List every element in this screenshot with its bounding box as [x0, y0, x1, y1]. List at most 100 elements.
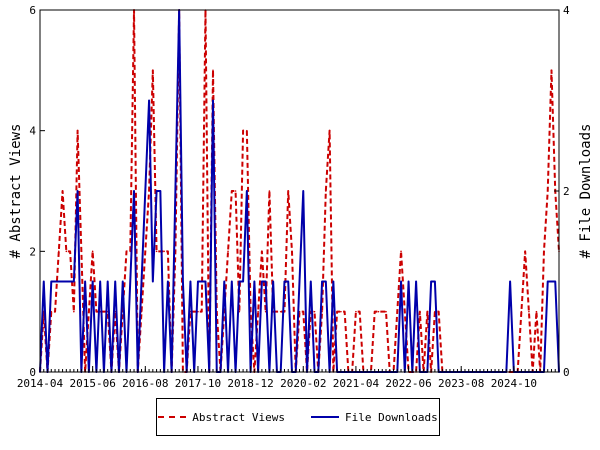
data-point	[133, 190, 135, 192]
y-left-tick-label: 6	[29, 4, 36, 17]
data-point	[61, 190, 64, 192]
data-point	[69, 250, 71, 253]
x-tick-label: 2016-08	[122, 377, 168, 390]
data-point	[419, 310, 421, 313]
data-point	[546, 280, 549, 283]
data-point	[140, 280, 143, 283]
data-point	[129, 280, 132, 283]
data-point	[332, 280, 335, 283]
data-point	[261, 250, 263, 253]
y-left-tick-label: 4	[29, 125, 36, 138]
data-point	[95, 310, 98, 313]
data-point	[88, 310, 90, 313]
data-point	[231, 280, 233, 283]
data-point	[309, 280, 312, 283]
data-point	[434, 280, 436, 283]
data-point	[69, 280, 71, 283]
data-point	[148, 99, 150, 102]
y-left-tick-label: 0	[29, 366, 36, 379]
y-axis-left-title: # Abstract Views	[8, 124, 24, 259]
data-point	[155, 190, 158, 192]
data-point	[144, 190, 147, 192]
plot-area	[40, 10, 559, 372]
data-point	[155, 250, 158, 253]
data-point	[54, 310, 56, 313]
data-point	[193, 310, 195, 313]
x-tick-label: 2020-02	[280, 377, 326, 390]
x-tick-label: 2023-08	[438, 377, 484, 390]
data-point	[106, 280, 109, 283]
data-point	[99, 280, 101, 283]
data-point	[73, 280, 75, 283]
data-point	[437, 310, 440, 313]
data-point	[279, 310, 282, 313]
data-point	[528, 310, 530, 313]
data-point	[246, 129, 248, 132]
y-right-tick-label: 4	[563, 4, 570, 17]
data-point	[261, 280, 263, 283]
x-tick-label: 2018-12	[227, 377, 273, 390]
plot-frame	[39, 9, 560, 373]
data-point	[73, 310, 75, 313]
data-point	[358, 310, 361, 313]
data-point	[385, 310, 387, 313]
data-point	[373, 310, 376, 313]
data-point	[103, 310, 105, 313]
data-point	[144, 250, 147, 253]
data-point	[80, 250, 83, 253]
data-point	[415, 280, 417, 283]
data-point	[550, 280, 553, 283]
data-point	[272, 280, 274, 283]
data-point	[234, 190, 237, 192]
data-point	[377, 310, 380, 313]
legend: Abstract Views File Downloads	[156, 398, 440, 436]
data-point	[276, 310, 278, 313]
data-point	[298, 280, 301, 283]
data-point	[535, 310, 538, 313]
data-point	[167, 280, 169, 283]
data-point	[182, 280, 184, 283]
data-point	[355, 310, 357, 313]
data-point	[325, 280, 327, 283]
data-point	[212, 99, 214, 102]
data-point	[520, 310, 523, 313]
data-point	[50, 280, 53, 283]
data-point	[189, 280, 192, 283]
data-point	[84, 280, 86, 283]
data-point	[524, 250, 526, 253]
data-point	[197, 280, 199, 283]
x-tick-label: 2022-06	[385, 377, 431, 390]
data-point	[58, 250, 60, 253]
data-point	[148, 190, 150, 192]
data-point	[121, 280, 124, 283]
data-point	[404, 310, 406, 313]
data-point	[283, 280, 286, 283]
data-point	[227, 250, 229, 253]
y-right-tick-label: 2	[563, 185, 570, 198]
data-point	[407, 280, 410, 283]
data-point	[242, 129, 244, 132]
x-tick-label: 2017-10	[175, 377, 221, 390]
data-point	[302, 190, 305, 192]
data-point	[58, 280, 60, 283]
data-point	[381, 310, 384, 313]
data-point	[76, 190, 79, 192]
data-point	[114, 280, 117, 283]
data-point	[313, 310, 316, 313]
y-left-tick-label: 2	[29, 245, 36, 258]
data-point	[246, 190, 248, 192]
data-point	[543, 250, 545, 253]
data-point	[287, 280, 290, 283]
legend-swatch-file-downloads	[311, 416, 339, 418]
data-point	[550, 69, 553, 72]
data-point	[287, 190, 290, 192]
data-point	[204, 280, 207, 283]
data-point	[340, 310, 342, 313]
data-point	[152, 69, 154, 72]
legend-label-abstract-views: Abstract Views	[192, 410, 285, 424]
x-tick-label: 2024-10	[491, 377, 537, 390]
legend-swatch-abstract-views	[158, 416, 187, 418]
data-point	[91, 250, 94, 253]
data-point	[242, 280, 244, 283]
